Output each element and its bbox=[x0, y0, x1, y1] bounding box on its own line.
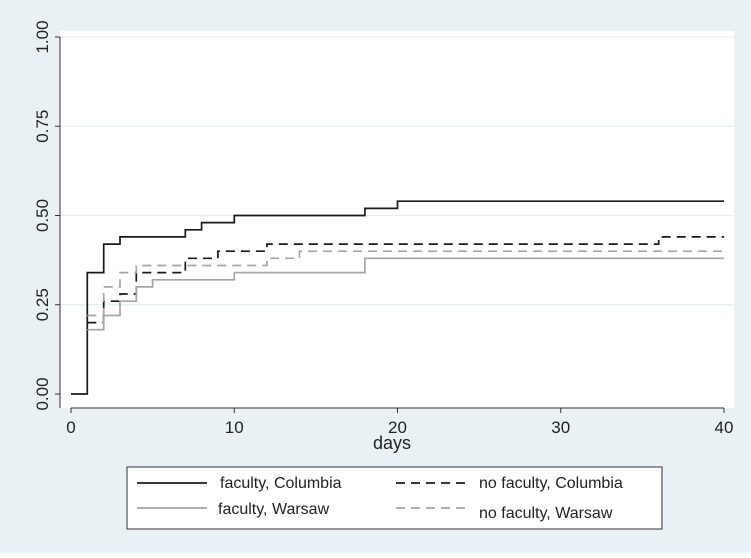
axis-layer: 0.00 0.25 0.50 0.75 1.00 0 10 20 30 40 bbox=[33, 20, 733, 437]
x-tick-label: 0 bbox=[66, 418, 75, 437]
series-layer bbox=[71, 200, 724, 395]
legend-label: no faculty, Warsaw bbox=[479, 505, 613, 522]
plot-area bbox=[60, 31, 734, 408]
series-line-faculty-warsaw bbox=[87, 257, 724, 331]
x-tick-label: 20 bbox=[388, 418, 407, 437]
y-tick-label: 0.25 bbox=[33, 288, 52, 321]
series-line-no-faculty-columbia bbox=[87, 236, 724, 324]
series-line-no-faculty-warsaw bbox=[87, 250, 724, 317]
y-tick-label: 0.00 bbox=[33, 377, 52, 410]
x-tick-label: 40 bbox=[715, 418, 734, 437]
legend-label: no faculty, Columbia bbox=[479, 475, 623, 492]
y-tick-label: 1.00 bbox=[33, 20, 52, 53]
legend-box bbox=[126, 466, 663, 530]
y-tick-label: 0.75 bbox=[33, 110, 52, 143]
series-line-faculty-columbia bbox=[71, 200, 724, 395]
x-tick-label: 10 bbox=[225, 418, 244, 437]
y-tick-label: 0.50 bbox=[33, 199, 52, 232]
grid-layer bbox=[60, 36, 734, 306]
legend-label: faculty, Warsaw bbox=[218, 501, 330, 518]
x-axis-label: days bbox=[373, 433, 411, 453]
legend-label: faculty, Columbia bbox=[220, 475, 342, 492]
legend: faculty, Columbia no faculty, Columbia fac… bbox=[126, 466, 663, 530]
x-tick-label: 30 bbox=[551, 418, 570, 437]
